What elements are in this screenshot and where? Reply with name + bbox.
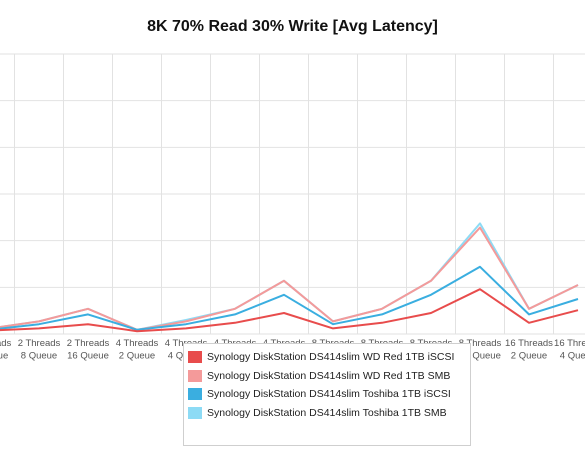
legend-item[interactable]: Synology DiskStation DS414slim WD Red 1T… <box>188 367 470 386</box>
legend-label: Synology DiskStation DS414slim WD Red 1T… <box>207 369 451 382</box>
x-tick-label: 4 Queue <box>560 351 585 362</box>
x-tick-label: 2 Threads <box>67 338 110 349</box>
legend-swatch <box>188 351 202 364</box>
legend-item[interactable]: Synology DiskStation DS414slim Toshiba 1… <box>188 385 470 404</box>
legend: Synology DiskStation DS414slim WD Red 1T… <box>183 343 471 446</box>
series-line <box>0 226 579 331</box>
x-tick-label: 16 Threads <box>505 338 553 349</box>
x-tick-label: 8 Queue <box>21 351 57 362</box>
chart-title: 8K 70% Read 30% Write [Avg Latency] <box>147 18 438 35</box>
x-tick-label: 1 Threads <box>0 338 12 349</box>
x-tick-label: 2 Queue <box>511 351 547 362</box>
grid <box>0 53 585 335</box>
legend-label: Synology DiskStation DS414slim Toshiba 1… <box>207 388 451 401</box>
legend-item[interactable]: Synology DiskStation DS414slim WD Red 1T… <box>188 348 470 367</box>
legend-label: Synology DiskStation DS414slim WD Red 1T… <box>207 351 455 364</box>
series-line <box>0 288 579 333</box>
x-tick-label: 16 Threads <box>554 338 585 349</box>
legend-label: Synology DiskStation DS414slim Toshiba 1… <box>207 406 447 419</box>
x-tick-label: 2 Queue <box>0 351 8 362</box>
x-tick-label: 2 Queue <box>119 351 155 362</box>
series-lines <box>0 222 579 333</box>
legend-swatch <box>188 406 202 419</box>
x-tick-label: 16 Queue <box>67 351 109 362</box>
series-line <box>0 265 579 331</box>
x-tick-label: 4 Threads <box>116 338 159 349</box>
x-tick-label: 8 Threads <box>459 338 502 349</box>
x-tick-label: 2 Threads <box>18 338 61 349</box>
legend-swatch <box>188 388 202 401</box>
legend-swatch <box>188 369 202 382</box>
x-tick-label: 16 Queue <box>459 351 501 362</box>
legend-item[interactable]: Synology DiskStation DS414slim Toshiba 1… <box>188 404 470 423</box>
